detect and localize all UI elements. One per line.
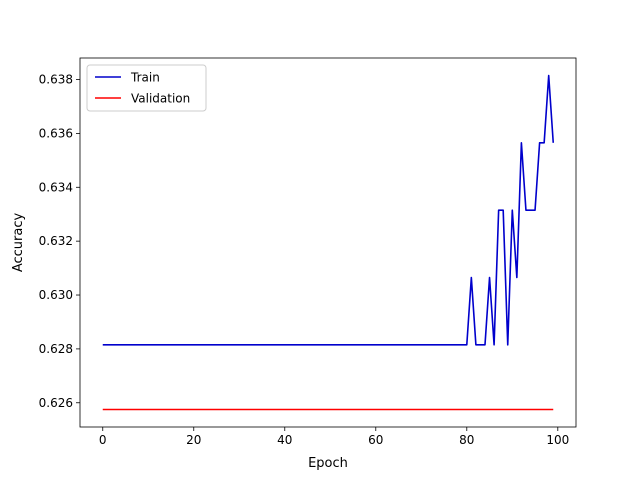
legend-label-train: Train [130, 71, 160, 85]
x-tick-label: 0 [99, 433, 107, 447]
x-tick-label: 100 [546, 433, 569, 447]
y-axis: 0.626 0.628 0.630 0.632 0.634 0.636 0.638 [39, 73, 80, 410]
x-tick-label: 40 [277, 433, 292, 447]
y-tick-label: 0.638 [39, 73, 73, 87]
y-tick-label: 0.634 [39, 180, 73, 194]
x-tick-label: 80 [459, 433, 474, 447]
series-line-train [102, 74, 555, 346]
y-tick-label: 0.632 [39, 234, 73, 248]
x-tick-label: 60 [368, 433, 383, 447]
plot-area [80, 58, 576, 427]
plot-frame [79, 57, 577, 428]
x-axis: 0 20 40 60 80 100 [99, 427, 569, 447]
legend-label-validation: Validation [131, 92, 190, 106]
x-axis-label: Epoch [308, 456, 348, 471]
y-tick-label: 0.626 [39, 396, 73, 410]
legend: Train Validation [86, 64, 207, 112]
y-tick-label: 0.636 [39, 126, 73, 140]
y-tick-label: 0.628 [39, 342, 73, 356]
x-tick-label: 20 [186, 433, 201, 447]
y-tick-label: 0.630 [39, 288, 73, 302]
y-axis-label: Accuracy [11, 213, 26, 273]
series-layer [102, 74, 555, 411]
